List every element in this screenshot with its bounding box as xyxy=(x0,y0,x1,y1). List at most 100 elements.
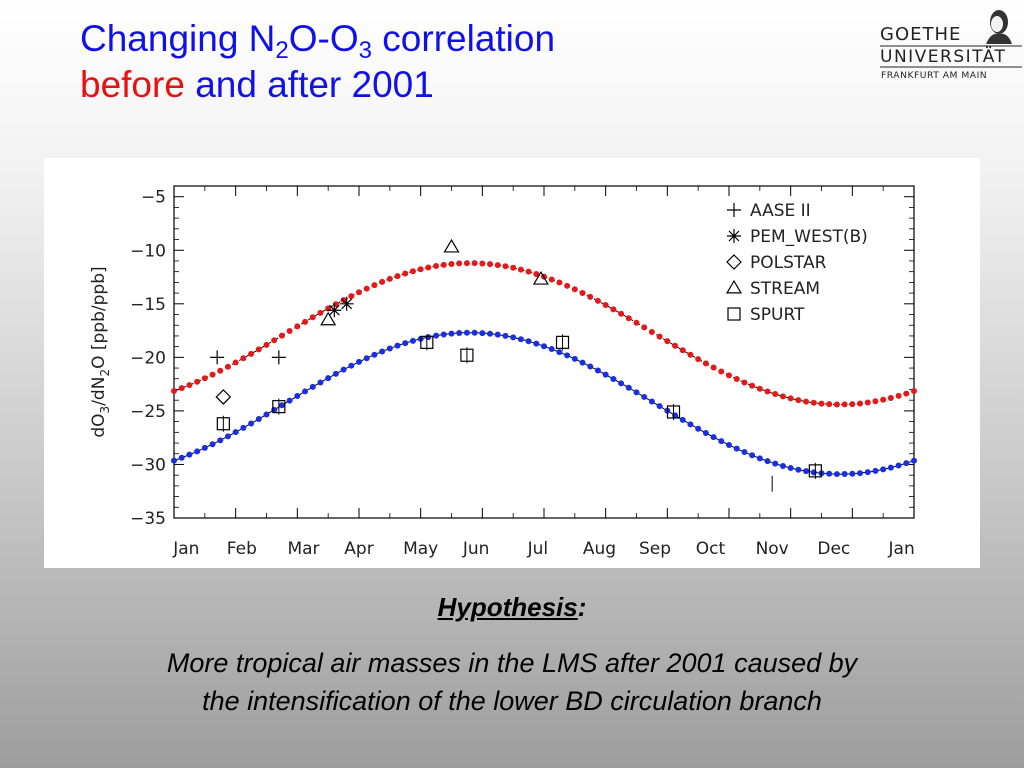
fit-curve-dot xyxy=(803,398,810,405)
fit-curve-dot xyxy=(880,466,887,473)
fit-curve-dot xyxy=(594,367,601,374)
fit-curve-dot xyxy=(610,375,617,382)
fit-curve-dot xyxy=(687,351,694,358)
fit-curve-dot xyxy=(394,273,401,280)
fit-curve-dot xyxy=(702,360,709,367)
data-point xyxy=(532,270,549,285)
fit-curve-dot xyxy=(571,355,578,362)
chart-svg: −5 −10 −15 −20 −25 −30 −35 Jan Feb Mar Apr May Jun Ju… xyxy=(89,185,917,559)
fit-curve-dot xyxy=(818,400,825,407)
title-before-word: before xyxy=(80,64,185,105)
fit-curve-dot xyxy=(833,401,840,408)
legend-item: POLSTAR xyxy=(726,253,827,273)
fit-curve-dot xyxy=(741,379,748,386)
fit-curve-dot xyxy=(533,340,540,347)
fit-curve-dot xyxy=(194,378,201,385)
hypothesis-heading: Hypothesis: xyxy=(0,592,1024,623)
fit-curve-dot xyxy=(641,324,648,331)
university-logo: GOETHE UNIVERSITÄT FRANKFURT AM MAIN xyxy=(880,10,1022,81)
fit-curve-dot xyxy=(764,388,771,395)
fit-curve-dot xyxy=(903,390,910,397)
fit-curve-dot xyxy=(209,371,216,378)
fit-curve-dot xyxy=(286,328,293,335)
fit-curve-dot xyxy=(386,345,393,352)
fit-curve-dot xyxy=(810,399,817,406)
x-month-label: Jan xyxy=(888,539,915,559)
fit-curve-dot xyxy=(255,416,262,423)
fit-curve-dot xyxy=(749,382,756,389)
legend-label: PEM_WEST(B) xyxy=(750,227,868,247)
fit-curve-dot xyxy=(471,329,478,336)
fit-curve-dot xyxy=(749,452,756,459)
fit-curve-dot xyxy=(864,399,871,406)
hypothesis-text: More tropical air masses in the LMS afte… xyxy=(40,644,984,720)
fit-curve-dot xyxy=(880,396,887,403)
fit-curve-dot xyxy=(502,332,509,339)
fit-curve-dot xyxy=(695,356,702,363)
fit-curve-dot xyxy=(672,342,679,349)
fit-curve-dot xyxy=(548,276,555,283)
fit-curve-dot xyxy=(872,467,879,474)
fit-curve-dot xyxy=(371,282,378,289)
fit-curve-dot xyxy=(286,397,293,404)
fit-curve-dot xyxy=(394,342,401,349)
fit-curve-dot xyxy=(448,330,455,337)
marker-triangle xyxy=(443,238,460,253)
y-tick-label: −10 xyxy=(130,241,166,261)
fit-curve-dot xyxy=(463,329,470,336)
fit-curve-dot xyxy=(232,359,239,366)
title-subscript: 3 xyxy=(358,37,373,64)
fit-curve-dot xyxy=(587,363,594,370)
fit-curve-dot xyxy=(679,416,686,423)
logo-line-1: GOETHE xyxy=(880,24,961,45)
fit-curve-dot xyxy=(648,328,655,335)
fit-curve-dot xyxy=(409,268,416,275)
fit-curve-dot xyxy=(625,384,632,391)
fit-curve-dot xyxy=(402,270,409,277)
fit-curve-dot xyxy=(510,264,517,271)
fit-curve-dot xyxy=(795,466,802,473)
logo-line-3: FRANKFURT AM MAIN xyxy=(881,70,987,81)
fit-curve-dot xyxy=(726,372,732,379)
fit-curve-dot xyxy=(440,261,447,268)
data-point xyxy=(215,389,232,405)
fit-curve-dot xyxy=(903,460,910,467)
y-axis-label: dO3/dN2O [ppb/ppb] xyxy=(89,266,112,437)
fit-curve-dot xyxy=(864,469,871,476)
fit-curve-dot xyxy=(356,289,362,296)
y-tick-label: −25 xyxy=(130,402,166,422)
fit-curve-dot xyxy=(849,401,856,408)
fit-curve-dot xyxy=(248,350,255,357)
fit-curve-dot xyxy=(248,420,255,427)
fit-curve-dot xyxy=(363,285,370,292)
legend-item: SPURT xyxy=(727,305,805,325)
fit-curve-dot xyxy=(618,380,625,387)
fit-curve-dot xyxy=(756,385,763,392)
fit-curve-dot xyxy=(409,337,416,344)
legend-item: AASE II xyxy=(727,201,811,221)
fit-curve-dot xyxy=(494,331,501,338)
fit-curve-dot xyxy=(579,289,586,296)
fit-curve-dot xyxy=(710,434,717,441)
fit-curve-dot xyxy=(826,470,833,477)
fit-curve-dot xyxy=(664,338,671,345)
fit-curve-dot xyxy=(841,471,848,478)
fit-curve-dot xyxy=(440,331,447,338)
hypothesis-line-1: More tropical air masses in the LMS afte… xyxy=(166,648,858,678)
fit-curve-dot xyxy=(402,340,409,347)
x-month-label: Apr xyxy=(344,539,373,559)
fit-curve-dot xyxy=(479,260,486,267)
fit-curve-dot xyxy=(772,391,779,398)
fit-curve-dot xyxy=(356,358,362,365)
fit-curve-dot xyxy=(895,462,902,469)
marker-asterisk xyxy=(727,229,741,243)
fit-curve-dot xyxy=(756,455,763,462)
logo-line-2: UNIVERSITÄT xyxy=(880,46,1006,67)
data-point xyxy=(443,238,460,253)
fit-curve-dot xyxy=(494,262,501,269)
marker-diamond xyxy=(726,254,742,270)
fit-curve-dot xyxy=(271,406,278,413)
fit-curve-dot xyxy=(178,454,185,461)
fit-curve-dot xyxy=(718,438,725,445)
fit-curve-dot xyxy=(317,379,324,386)
